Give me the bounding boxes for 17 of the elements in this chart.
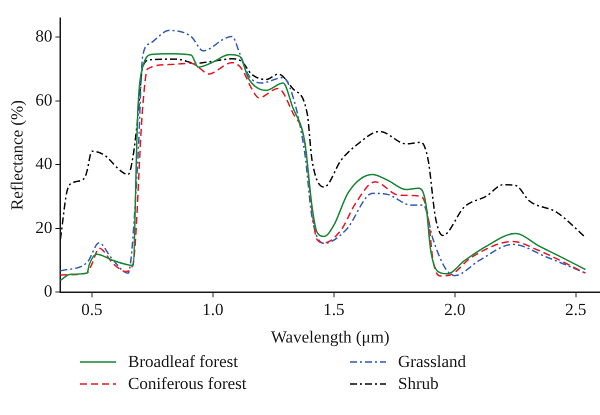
legend-label: Broadleaf forest (128, 352, 238, 372)
legend-label: Coniferous forest (128, 374, 247, 394)
x-tick-label: 1.5 (323, 300, 344, 319)
line-series (60, 58, 586, 240)
x-tick-label: 0.5 (81, 300, 102, 319)
y-tick-label: 40 (35, 154, 52, 174)
x-axis-title: Wavelength (μm) (270, 327, 390, 346)
y-axis-title: Reflectance (%) (8, 100, 27, 210)
x-tick-label: 1.0 (202, 300, 224, 319)
y-tick-label: 60 (35, 90, 52, 110)
x-tick-label: 2.5 (565, 300, 586, 319)
legend-label: Shrub (398, 374, 439, 394)
y-tick-label: 20 (35, 218, 52, 237)
y-tick-label: 0 (44, 282, 52, 301)
legend-label: Grassland (398, 352, 466, 372)
y-tick-label: 80 (35, 26, 52, 46)
x-tick-label: 2.0 (444, 300, 466, 319)
